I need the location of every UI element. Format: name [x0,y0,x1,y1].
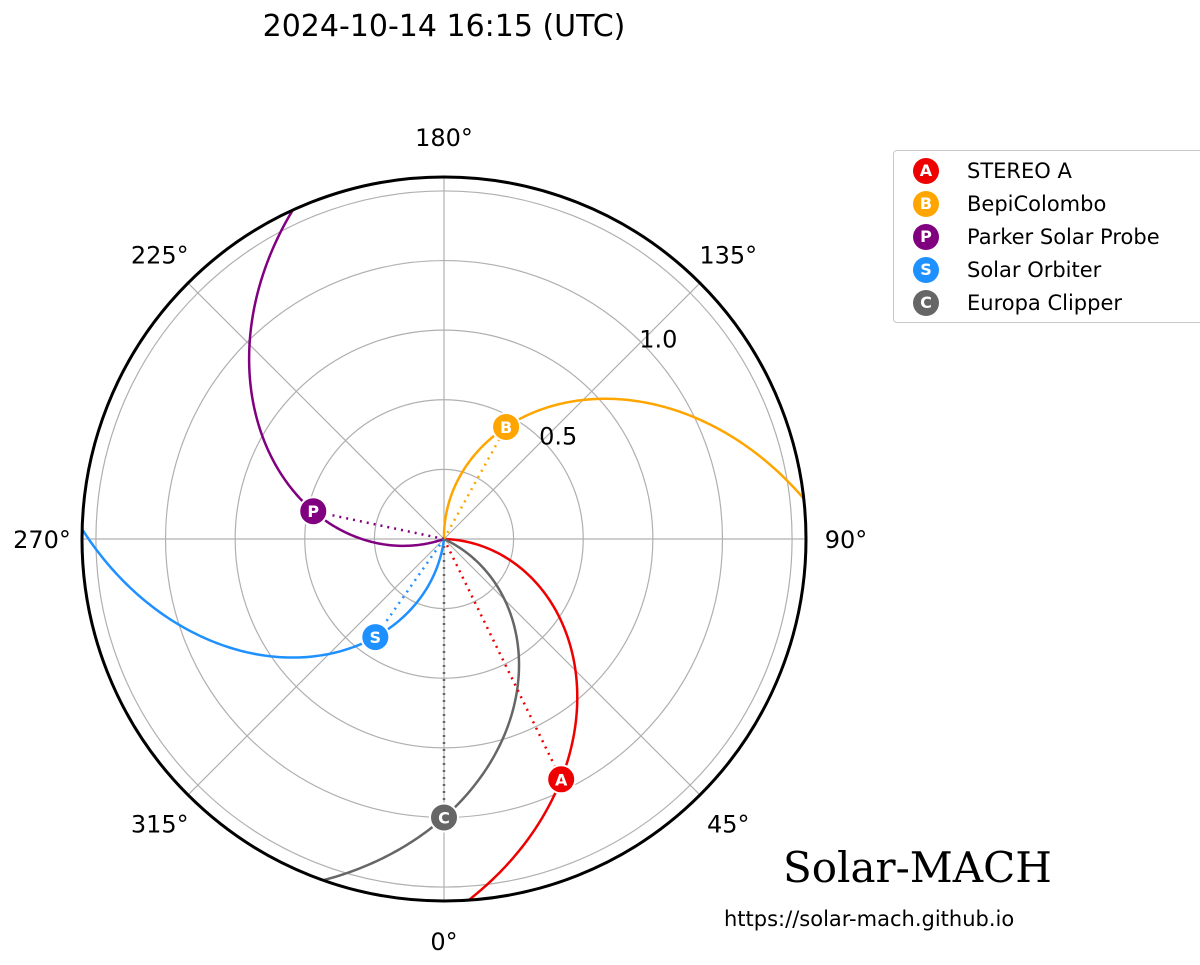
legend: A STEREO A B BepiColombo P Parker Solar Probe… [893,150,1200,323]
legend-marker: S [913,256,939,283]
legend-marker: P [913,223,939,250]
connector-line [442,538,563,780]
angular-tick-label: 90° [825,526,868,554]
legend-marker: C [913,289,939,316]
marker-letter: A [555,770,568,789]
spacecraft-marker: P [298,496,329,527]
angular-tick-label: 135° [699,242,757,270]
tick-layer: 0° 45° 90° 135° 180° 225° 270° 315° 0.5 1.0 [13,124,867,956]
legend-marker: A [913,157,939,184]
url-label: https://solar-mach.github.io [724,907,1015,931]
marker-circle [429,802,459,833]
angular-grid-line [443,538,701,796]
marker-letter: C [438,808,450,827]
spacecraft-marker: A [546,764,577,795]
legend-label: Europa Clipper [967,290,1123,315]
plot-boundary [80,175,808,903]
connector-line [442,426,508,540]
legend-label: STEREO A [967,158,1072,183]
spiral-line [290,537,521,889]
marker-letter: P [307,502,319,521]
connector-layer [312,426,563,818]
connector-line [312,509,445,541]
spiral-line [83,500,446,659]
marker-circle [491,411,522,442]
spacecraft-marker: S [360,622,391,653]
angular-tick-label: 0° [430,928,457,956]
angular-tick-label: 225° [131,242,189,270]
radial-tick-label: 1.0 [639,326,677,354]
marker-layer: A B P S C [298,411,577,833]
angular-tick-label: 180° [415,124,473,152]
brand-label: Solar-MACH [783,843,1052,892]
legend-label: Solar Orbiter [967,257,1102,282]
angular-tick-label: 45° [707,810,750,838]
radial-tick-label: 0.5 [539,422,577,450]
angular-grid-line [187,538,445,796]
spiral-line [247,182,445,548]
spiral-layer [83,182,805,900]
marker-circle [546,764,577,795]
legend-label: BepiColombo [967,191,1107,216]
angular-tick-label: 270° [13,526,71,554]
marker-letter: B [500,418,512,437]
angular-grid-line [187,282,445,540]
marker-circle [360,622,391,653]
marker-letter: S [370,628,382,647]
legend-marker: B [913,190,939,217]
spiral-line [441,537,579,900]
spacecraft-marker: C [429,802,459,833]
marker-circle [298,496,329,527]
angular-tick-label: 315° [131,810,189,838]
connector-line [374,538,446,638]
angular-grid-line [443,282,701,540]
chart-title: 2024-10-14 16:15 (UTC) [263,9,626,44]
legend-label: Parker Solar Probe [967,224,1160,249]
spiral-line [442,397,805,540]
spacecraft-marker: B [491,411,522,442]
